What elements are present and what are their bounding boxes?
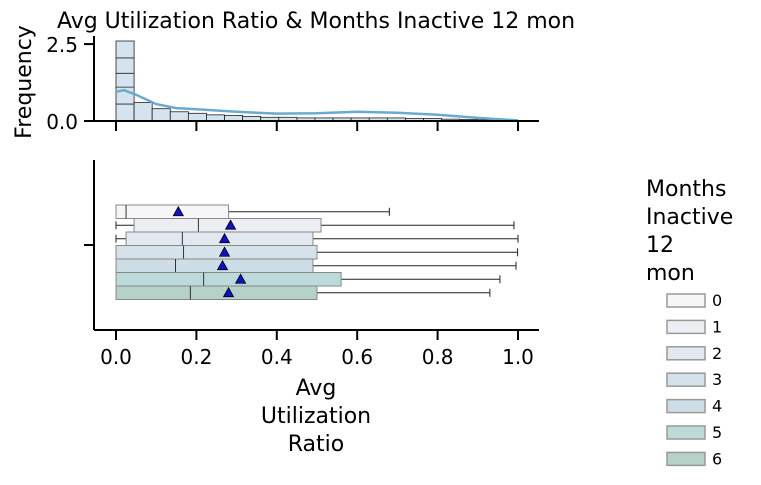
kde-curve [115, 88, 519, 122]
legend-swatch [666, 319, 706, 335]
histogram-bar [151, 108, 171, 122]
legend-label: 1 [712, 317, 722, 336]
box [125, 231, 314, 246]
box-series-3 [115, 245, 519, 260]
mean-marker [224, 219, 237, 230]
box-series-2 [115, 231, 519, 246]
legend-items: 0 1 2 3 4 5 6 [666, 291, 722, 468]
legend-label: 5 [712, 423, 722, 442]
box [115, 258, 314, 273]
boxplot-boxes [115, 204, 519, 300]
box [115, 204, 230, 219]
histogram-x-ticks [115, 121, 519, 131]
y-tick-label: 0.0 [46, 110, 78, 134]
legend-swatch [666, 451, 706, 467]
legend-item-2: 2 [666, 344, 722, 363]
legend-swatch [666, 293, 706, 308]
legend-item-5: 5 [666, 423, 722, 442]
histogram-bar [133, 102, 153, 122]
histogram-bar [115, 40, 135, 122]
histogram-bar [187, 112, 207, 122]
legend-swatch [666, 346, 706, 361]
legend-swatch [666, 372, 706, 387]
legend-swatch [666, 425, 706, 440]
legend-item-6: 6 [666, 449, 722, 468]
x-tick-label: 0.6 [341, 345, 373, 369]
mean-marker [216, 259, 229, 271]
histogram-y-ticks: 0.0 2.5 [46, 33, 94, 134]
mean-marker [218, 246, 231, 257]
box [115, 272, 342, 287]
box-series-1 [115, 218, 515, 233]
legend-item-4: 4 [666, 397, 722, 416]
legend-item-0: 0 [666, 291, 722, 310]
boxplot-x-label: Avg Utilization Ratio [261, 376, 371, 457]
mean-marker [172, 205, 184, 217]
x-tick-label: 0.8 [422, 345, 454, 369]
box-series-5 [115, 272, 501, 287]
x-tick-label: 0.2 [180, 345, 212, 369]
legend-title: Months Inactive 12 mon [646, 177, 733, 286]
x-tick-label: 0.0 [100, 345, 132, 369]
legend-label: 6 [712, 449, 722, 468]
legend: Months Inactive 12 mon 0 1 2 3 4 5 6 [646, 177, 733, 468]
box [115, 285, 318, 300]
mean-marker [218, 232, 231, 244]
legend-swatch [666, 398, 706, 414]
box [115, 245, 318, 260]
x-tick-label: 0.4 [261, 345, 293, 369]
legend-label: 2 [712, 344, 722, 363]
chart-title: Avg Utilization Ratio & Months Inactive … [57, 9, 575, 34]
legend-label: 4 [712, 397, 722, 416]
mean-marker [234, 273, 247, 284]
legend-item-1: 1 [666, 317, 722, 336]
mean-marker [222, 286, 235, 298]
legend-label: 3 [712, 370, 722, 389]
y-tick-label: 2.5 [46, 33, 78, 57]
box-series-4 [115, 258, 517, 273]
histogram-y-label: Frequency [12, 25, 37, 139]
boxplot-x-ticks: 0.0 0.2 0.4 0.6 0.8 1.0 [100, 330, 534, 369]
legend-label: 0 [712, 291, 722, 310]
x-tick-label: 1.0 [502, 345, 534, 369]
histogram-bar [169, 111, 189, 122]
box-series-0 [115, 204, 390, 219]
boxplot-panel: 0.0 0.2 0.4 0.6 0.8 1.0 Avg Utilization Ratio [84, 160, 539, 457]
histogram-panel: Avg Utilization Ratio & Months Inactive … [12, 9, 575, 139]
box-series-6 [115, 285, 491, 300]
legend-item-3: 3 [666, 370, 722, 389]
